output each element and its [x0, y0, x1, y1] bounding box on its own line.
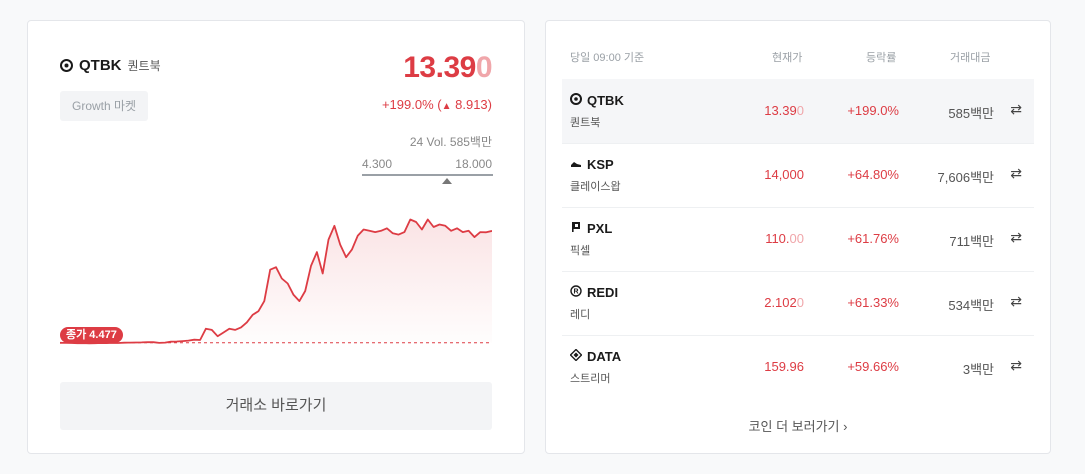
more-coins-link[interactable]: 코인 더 보러가기 ›: [748, 419, 848, 434]
coin-header: QTBK 퀀트북: [60, 57, 161, 74]
row-price-tail: 0: [796, 295, 804, 310]
row-change: +64.80%: [847, 167, 899, 182]
swap-icon[interactable]: ⇄: [1010, 165, 1022, 181]
price-change: +199.0% (▲ 8.913): [382, 97, 492, 112]
go-to-exchange-button[interactable]: 거래소 바로가기: [60, 382, 492, 430]
svg-text:R: R: [573, 289, 578, 296]
row-divider: [562, 335, 1034, 336]
header-price: 현재가: [772, 52, 803, 64]
row-symbol: QTBK: [570, 93, 624, 108]
volume-24h: 24 Vol. 585백만: [409, 135, 492, 149]
header-time: 당일 09:00 기준: [570, 52, 645, 64]
row-symbol: R REDI: [570, 285, 618, 300]
coin-ticker: QTBK: [79, 57, 122, 74]
row-divider: [562, 207, 1034, 208]
row-ticker: REDI: [587, 285, 619, 300]
row-price-main: 2.102: [764, 295, 797, 310]
row-price: 2.1020: [764, 295, 804, 310]
row-symbol: KSP: [570, 157, 614, 172]
row-divider: [562, 271, 1034, 272]
price-tail: 0: [475, 51, 493, 84]
swap-icon[interactable]: ⇄: [1010, 101, 1022, 117]
ring-icon: [570, 93, 587, 108]
row-volume: 585백만: [948, 106, 994, 121]
shoe-icon: [570, 157, 587, 172]
coin-row-qtbk[interactable]: QTBK 퀀트북 13.390 +199.0% 585백만 ⇄: [562, 79, 1034, 143]
coin-row-ksp[interactable]: KSP 클레이스왑 14,000 +64.80% 7,606백만 ⇄: [562, 143, 1034, 207]
change-percent: +199.0% (: [381, 97, 442, 112]
range-bar: [362, 174, 493, 176]
row-divider: [562, 143, 1034, 144]
row-price-tail: 0: [796, 103, 804, 118]
current-price: 13.390: [403, 51, 492, 85]
row-volume: 534백만: [948, 298, 994, 313]
row-volume: 711백만: [949, 234, 994, 249]
row-symbol: PXL: [570, 221, 612, 236]
row-price-main: 13.39: [764, 103, 797, 118]
coin-row-redi[interactable]: R REDI 레디 2.1020 +61.33% 534백만 ⇄: [562, 271, 1034, 335]
row-korean-name: 클레이스왑: [570, 181, 621, 193]
row-ticker: DATA: [587, 349, 622, 364]
row-ticker: QTBK: [587, 93, 624, 108]
swap-icon[interactable]: ⇄: [1010, 357, 1022, 373]
change-value: 8.913): [455, 97, 492, 112]
row-change: +61.33%: [847, 295, 899, 310]
r-circle-icon: R: [570, 285, 587, 300]
close-price-badge: 종가 4.477: [60, 327, 123, 343]
price-main: 13.39: [403, 51, 476, 84]
header-volume: 거래대금: [950, 52, 991, 64]
row-ticker: KSP: [587, 157, 614, 172]
range-marker-icon: [442, 178, 452, 184]
row-korean-name: 스트리머: [570, 373, 611, 385]
row-korean-name: 퀀트북: [570, 117, 601, 129]
coin-row-data[interactable]: DATA 스트리머 159.96 +59.66% 3백만 ⇄: [562, 335, 1034, 399]
chart-series-line: [60, 218, 492, 345]
ring-icon: [60, 59, 73, 72]
swap-icon[interactable]: ⇄: [1010, 229, 1022, 245]
row-symbol: DATA: [570, 349, 621, 364]
row-price-main: 110.: [765, 231, 790, 246]
row-price: 13.390: [764, 103, 804, 118]
coin-korean-name: 퀀트북: [127, 59, 161, 73]
row-price: 110.00: [765, 231, 804, 246]
row-price-main: 159.96: [764, 359, 804, 374]
swap-icon[interactable]: ⇄: [1010, 293, 1022, 309]
chart-area-fill: [60, 219, 492, 344]
row-price-main: 14,000: [764, 167, 804, 182]
row-ticker: PXL: [587, 221, 613, 236]
coin-detail-card: QTBK 퀀트북 Growth 마켓 13.390 +199.0% (▲ 8.9…: [27, 20, 525, 454]
row-price: 14,000: [764, 167, 804, 182]
coin-row-pxl[interactable]: PXL 픽셀 110.00 +61.76% 711백만 ⇄: [562, 207, 1034, 271]
header-change: 등락률: [866, 52, 897, 64]
flag-icon: [570, 221, 587, 236]
row-price-tail: 00: [789, 231, 804, 246]
row-change: +59.66%: [847, 359, 899, 374]
row-change: +61.76%: [847, 231, 899, 246]
market-badge: Growth 마켓: [60, 91, 149, 121]
up-arrow-icon: ▲: [441, 101, 452, 112]
price-chart: [60, 218, 492, 345]
row-change: +199.0%: [847, 103, 899, 118]
diamond-icon: [570, 349, 587, 364]
row-volume: 3백만: [962, 362, 994, 377]
top-gainers-card: 당일 09:00 기준 현재가 등락률 거래대금 QTBK 퀀트북 13.390 +1…: [545, 20, 1051, 454]
row-price: 159.96: [764, 359, 804, 374]
row-korean-name: 레디: [570, 309, 591, 321]
row-volume: 7,606백만: [937, 170, 994, 185]
range-low: 4.300: [362, 157, 393, 171]
range-high: 18.000: [455, 157, 492, 171]
row-korean-name: 픽셀: [570, 245, 591, 257]
